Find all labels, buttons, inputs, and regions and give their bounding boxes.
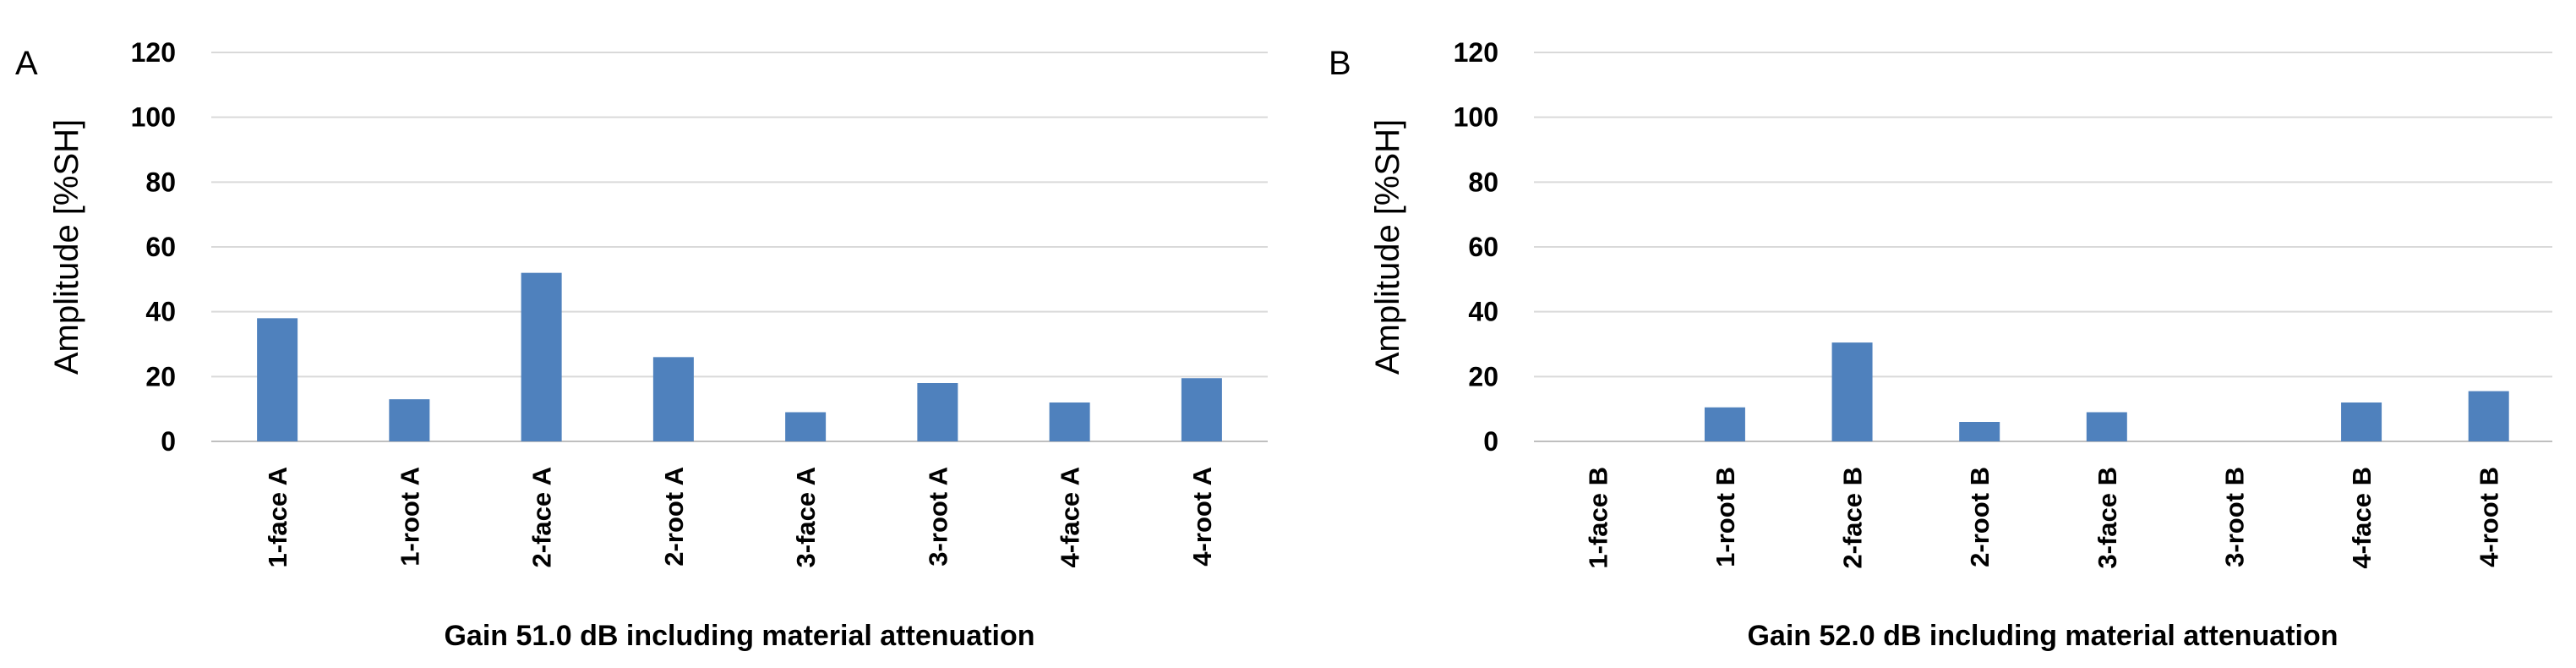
- x-tick-label: 2-face A: [527, 467, 557, 567]
- x-tick-label: 1-face B: [1583, 467, 1613, 569]
- y-tick-label: 100: [1454, 102, 1498, 133]
- x-tick-label: 2-root A: [659, 467, 689, 567]
- bar: [2086, 412, 2127, 441]
- bar: [652, 357, 694, 441]
- y-tick-label: 80: [1468, 167, 1498, 197]
- bar: [785, 412, 827, 441]
- x-tick-label: 1-root A: [395, 467, 424, 567]
- bar: [917, 383, 958, 441]
- y-tick-label: 0: [1483, 426, 1498, 457]
- y-tick-label: 80: [145, 167, 176, 197]
- bar: [389, 399, 430, 441]
- y-tick-label: 60: [145, 232, 176, 262]
- y-axis-title: Amplitude [%SH]: [48, 119, 85, 375]
- y-tick-label: 20: [1468, 361, 1498, 391]
- bar: [2468, 391, 2509, 441]
- y-tick-label: 20: [145, 361, 176, 391]
- x-tick-label: 1-face A: [263, 467, 292, 567]
- y-tick-label: 120: [131, 37, 176, 68]
- x-tick-label: 3-face A: [791, 467, 821, 567]
- x-tick-label: 3-root B: [2219, 467, 2249, 567]
- panel-label: A: [15, 45, 38, 82]
- y-tick-label: 0: [161, 426, 176, 457]
- bar: [257, 318, 298, 441]
- x-tick-label: 1-root B: [1711, 467, 1740, 567]
- x-tick-label: 4-root A: [1187, 467, 1217, 567]
- x-axis-title: Gain 52.0 dB including material attenuat…: [1747, 620, 2338, 652]
- bar: [1049, 402, 1090, 441]
- chart-panel-a: A 0 20 40 60 80 100 120 1-face A 1-root A 2-face A…: [15, 37, 1268, 652]
- y-tick-label: 120: [1454, 37, 1498, 68]
- bar: [1704, 407, 1745, 441]
- bar: [1959, 422, 2000, 441]
- x-tick-label: 3-root A: [923, 467, 952, 567]
- panel-label: B: [1329, 45, 1351, 82]
- x-tick-label: 4-face B: [2347, 467, 2377, 569]
- x-tick-label: 2-face B: [1838, 467, 1868, 569]
- x-axis-title: Gain 51.0 dB including material attenuat…: [444, 620, 1034, 652]
- bar: [1831, 342, 1873, 441]
- y-tick-label: 100: [131, 102, 176, 133]
- x-tick-label: 4-face A: [1056, 467, 1085, 567]
- bar: [1181, 378, 1222, 441]
- bar: [521, 272, 562, 441]
- y-tick-label: 60: [1468, 232, 1498, 262]
- y-tick-label: 40: [1468, 297, 1498, 327]
- y-axis-title: Amplitude [%SH]: [1369, 119, 1406, 375]
- x-tick-label: 2-root B: [1965, 467, 1995, 567]
- bar: [2341, 402, 2382, 441]
- x-tick-label: 4-root B: [2475, 467, 2504, 567]
- y-tick-label: 40: [145, 297, 176, 327]
- chart-panel-b: B 0 20 40 60 80 100 120 1-face B 1-root B 2-face B…: [1329, 37, 2552, 652]
- x-tick-label: 3-face B: [2093, 467, 2122, 569]
